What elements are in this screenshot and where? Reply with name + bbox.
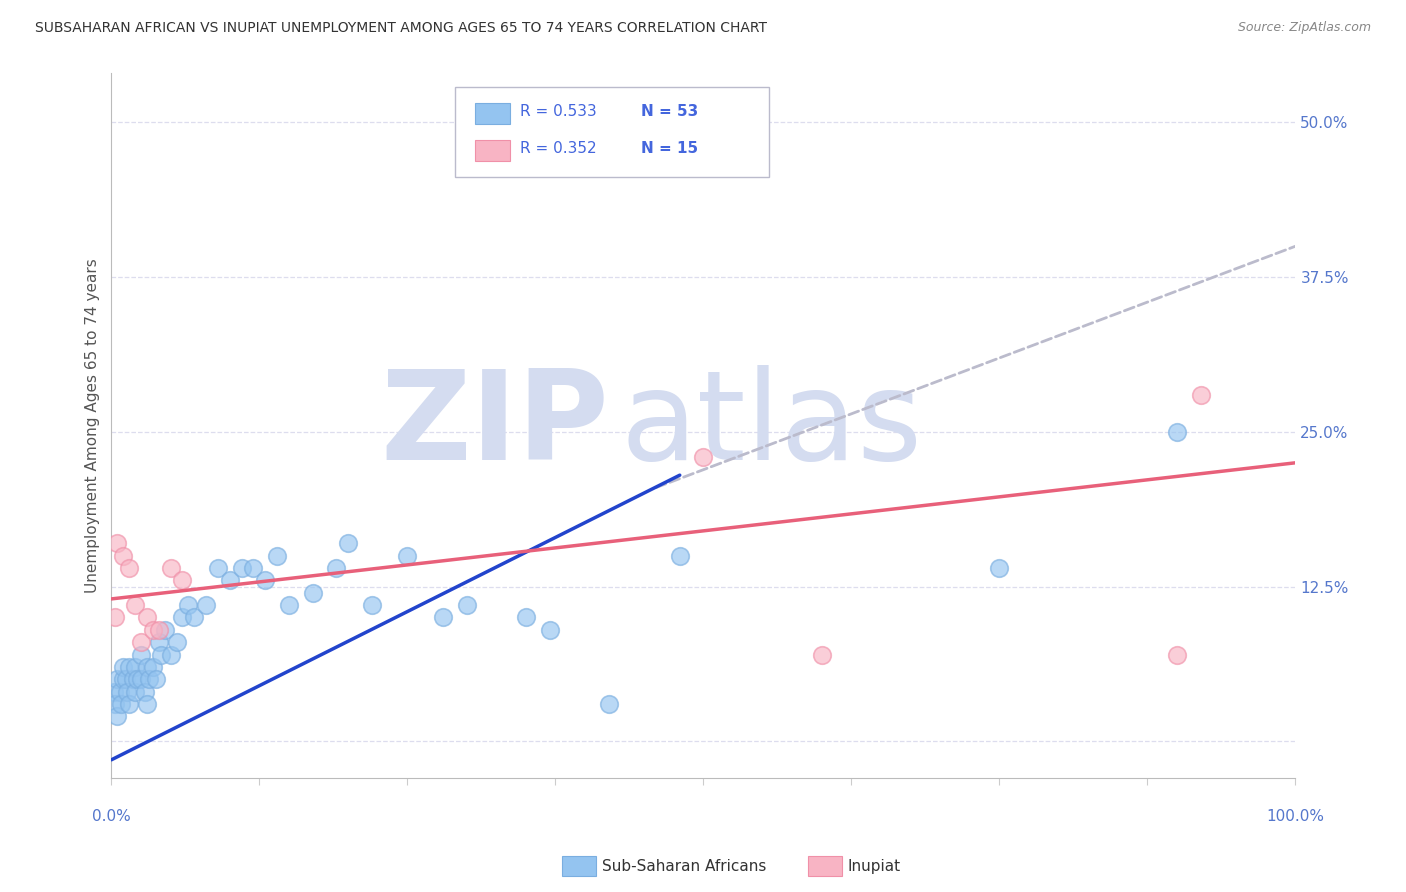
Point [104,610,127,624]
Point [278,598,301,612]
Point [159,648,181,662]
Point [124,684,146,698]
Point [108,684,131,698]
Y-axis label: Unemployment Among Ages 65 to 74 years: Unemployment Among Ages 65 to 74 years [86,259,100,593]
Point [177,598,200,612]
Point [148,635,170,649]
Point [134,684,156,698]
Point [207,561,229,575]
Point [136,610,159,624]
Point [1189,388,1212,402]
Point [432,610,454,624]
Point [121,673,143,687]
Point [142,623,165,637]
Point [396,549,419,563]
Point [110,697,132,711]
Point [124,660,146,674]
Text: R = 0.533: R = 0.533 [520,104,596,120]
Point [301,585,323,599]
Point [129,648,152,662]
Text: Source: ZipAtlas.com: Source: ZipAtlas.com [1237,21,1371,35]
FancyBboxPatch shape [454,87,769,178]
Point [138,673,160,687]
Point [242,561,264,575]
Text: N = 15: N = 15 [641,141,697,156]
Point [112,673,135,687]
Point [118,561,141,575]
Point [988,561,1011,575]
Point [1166,648,1188,662]
Text: atlas: atlas [620,365,922,486]
Point [124,598,146,612]
Point [150,648,173,662]
Point [115,684,138,698]
Text: 100.0%: 100.0% [1267,809,1324,824]
Point [118,660,141,674]
Text: SUBSAHARAN AFRICAN VS INUPIAT UNEMPLOYMENT AMONG AGES 65 TO 74 YEARS CORRELATION: SUBSAHARAN AFRICAN VS INUPIAT UNEMPLOYME… [35,21,768,36]
Point [231,561,253,575]
Point [142,660,165,674]
Point [136,660,159,674]
Text: Inupiat: Inupiat [848,859,901,873]
Point [129,673,152,687]
Point [538,623,561,637]
Point [266,549,288,563]
Point [104,697,127,711]
Point [103,684,125,698]
Point [598,697,620,711]
Point [456,598,478,612]
Point [145,673,167,687]
Text: N = 53: N = 53 [641,104,697,120]
Point [172,574,194,588]
Text: ZIP: ZIP [380,365,609,486]
Point [105,709,128,723]
Point [112,549,135,563]
Point [114,673,136,687]
Point [172,610,194,624]
Point [153,623,176,637]
Point [105,536,128,550]
Point [668,549,690,563]
Point [1166,425,1188,439]
Point [361,598,384,612]
Point [515,610,537,624]
Point [129,635,152,649]
Point [127,673,149,687]
Point [811,648,834,662]
Text: R = 0.352: R = 0.352 [520,141,596,156]
Point [218,574,240,588]
FancyBboxPatch shape [475,140,510,161]
Point [118,697,141,711]
Point [166,635,188,649]
FancyBboxPatch shape [475,103,510,125]
Point [183,610,205,624]
Point [148,623,170,637]
Point [136,697,159,711]
Point [325,561,347,575]
Point [337,536,360,550]
Point [112,660,135,674]
Point [692,450,714,464]
Text: Sub-Saharan Africans: Sub-Saharan Africans [602,859,766,873]
Point [159,561,181,575]
Point [195,598,218,612]
Point [254,574,277,588]
Point [105,673,128,687]
Text: 0.0%: 0.0% [91,809,131,824]
